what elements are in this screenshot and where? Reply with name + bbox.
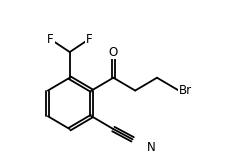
Text: O: O — [108, 46, 117, 59]
Text: F: F — [47, 33, 54, 46]
Text: Br: Br — [178, 84, 191, 97]
Text: F: F — [85, 33, 92, 46]
Text: N: N — [146, 141, 155, 154]
